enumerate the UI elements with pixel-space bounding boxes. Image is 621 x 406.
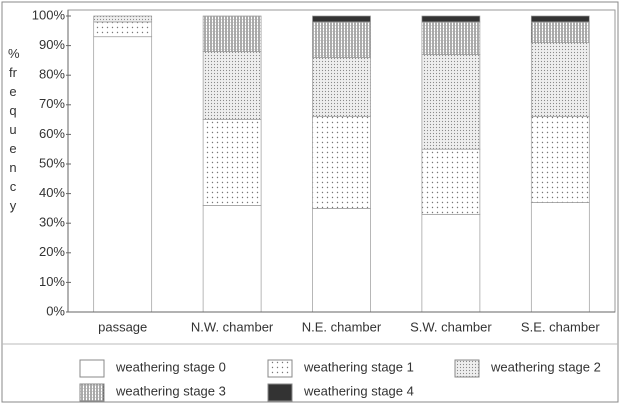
bar-segment [421, 54, 481, 150]
legend-label: weathering stage 3 [115, 383, 226, 398]
legend-swatch [267, 383, 293, 402]
bar-segment [421, 15, 481, 23]
bar-segment [312, 116, 371, 209]
bar-segment [312, 21, 371, 58]
x-tick-label: N.W. chamber [191, 319, 274, 334]
bar-segment [421, 213, 481, 313]
y-tick-label: 70% [39, 96, 65, 111]
y-axis-label: % frequency [8, 46, 24, 213]
y-tick-label: 80% [39, 67, 65, 82]
bar-segment [312, 57, 371, 117]
y-tick-label: 100% [32, 7, 66, 22]
y-tick-label: 40% [39, 185, 65, 200]
bar-segment [202, 51, 262, 120]
legend-swatch [454, 359, 480, 378]
bar-segment [312, 15, 371, 23]
legend-label: weathering stage 1 [303, 359, 414, 374]
y-tick-label: 10% [39, 274, 65, 289]
y-tick-label: 20% [39, 244, 65, 259]
x-tick-label: N.E. chamber [302, 319, 382, 334]
y-tick-label: 50% [39, 155, 65, 170]
bar-segment [530, 15, 590, 23]
y-tick-label: 0% [46, 303, 65, 318]
legend-swatch [267, 359, 293, 378]
legend-label: weathering stage 4 [303, 383, 414, 398]
bar-segment [93, 36, 153, 313]
legend-swatch [79, 359, 105, 378]
bar-segment [93, 15, 153, 23]
legend-swatch [79, 383, 105, 402]
bar-segment [530, 42, 590, 117]
y-tick-label: 60% [39, 126, 65, 141]
bar-segment [202, 15, 262, 52]
x-tick-label: S.E. chamber [521, 319, 600, 334]
bar-segment [312, 208, 371, 313]
legend-label: weathering stage 2 [490, 359, 601, 374]
bar-segment [93, 21, 153, 38]
y-tick-label: 90% [39, 37, 65, 52]
y-tick-label: 30% [39, 215, 65, 230]
bar-segment [202, 205, 262, 313]
legend-label: weathering stage 0 [115, 359, 226, 374]
bar-segment [530, 116, 590, 203]
x-tick-label: S.W. chamber [410, 319, 492, 334]
bar-segment [530, 21, 590, 43]
bar-segment [421, 21, 481, 55]
bar-segment [421, 148, 481, 215]
bar-segment [202, 119, 262, 206]
bar-segment [530, 202, 590, 313]
x-tick-label: passage [98, 319, 147, 334]
